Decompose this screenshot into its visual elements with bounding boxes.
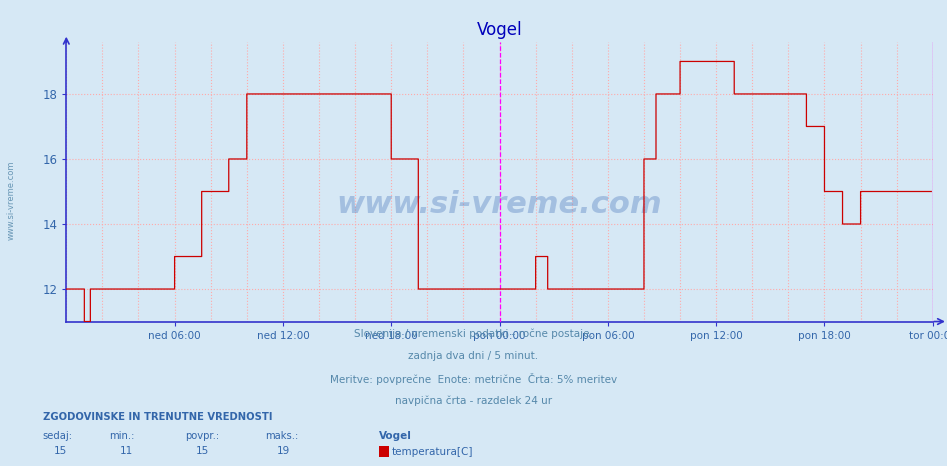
Text: 15: 15 [54, 446, 67, 456]
Text: povpr.:: povpr.: [185, 431, 219, 441]
Text: Vogel: Vogel [379, 431, 412, 441]
Text: Meritve: povprečne  Enote: metrične  Črta: 5% meritev: Meritve: povprečne Enote: metrične Črta:… [330, 373, 617, 385]
Text: 15: 15 [196, 446, 209, 456]
Text: Slovenija / vremenski podatki - ročne postaje.: Slovenija / vremenski podatki - ročne po… [354, 329, 593, 339]
Text: sedaj:: sedaj: [43, 431, 73, 441]
Text: 19: 19 [277, 446, 290, 456]
Text: navpična črta - razdelek 24 ur: navpična črta - razdelek 24 ur [395, 396, 552, 406]
Text: zadnja dva dni / 5 minut.: zadnja dva dni / 5 minut. [408, 351, 539, 361]
Text: ZGODOVINSKE IN TRENUTNE VREDNOSTI: ZGODOVINSKE IN TRENUTNE VREDNOSTI [43, 412, 272, 422]
Text: min.:: min.: [109, 431, 134, 441]
Title: Vogel: Vogel [476, 21, 523, 39]
Text: 11: 11 [120, 446, 134, 456]
Text: maks.:: maks.: [265, 431, 298, 441]
Text: temperatura[C]: temperatura[C] [392, 446, 474, 457]
Text: www.si-vreme.com: www.si-vreme.com [7, 161, 16, 240]
Text: www.si-vreme.com: www.si-vreme.com [337, 190, 662, 219]
